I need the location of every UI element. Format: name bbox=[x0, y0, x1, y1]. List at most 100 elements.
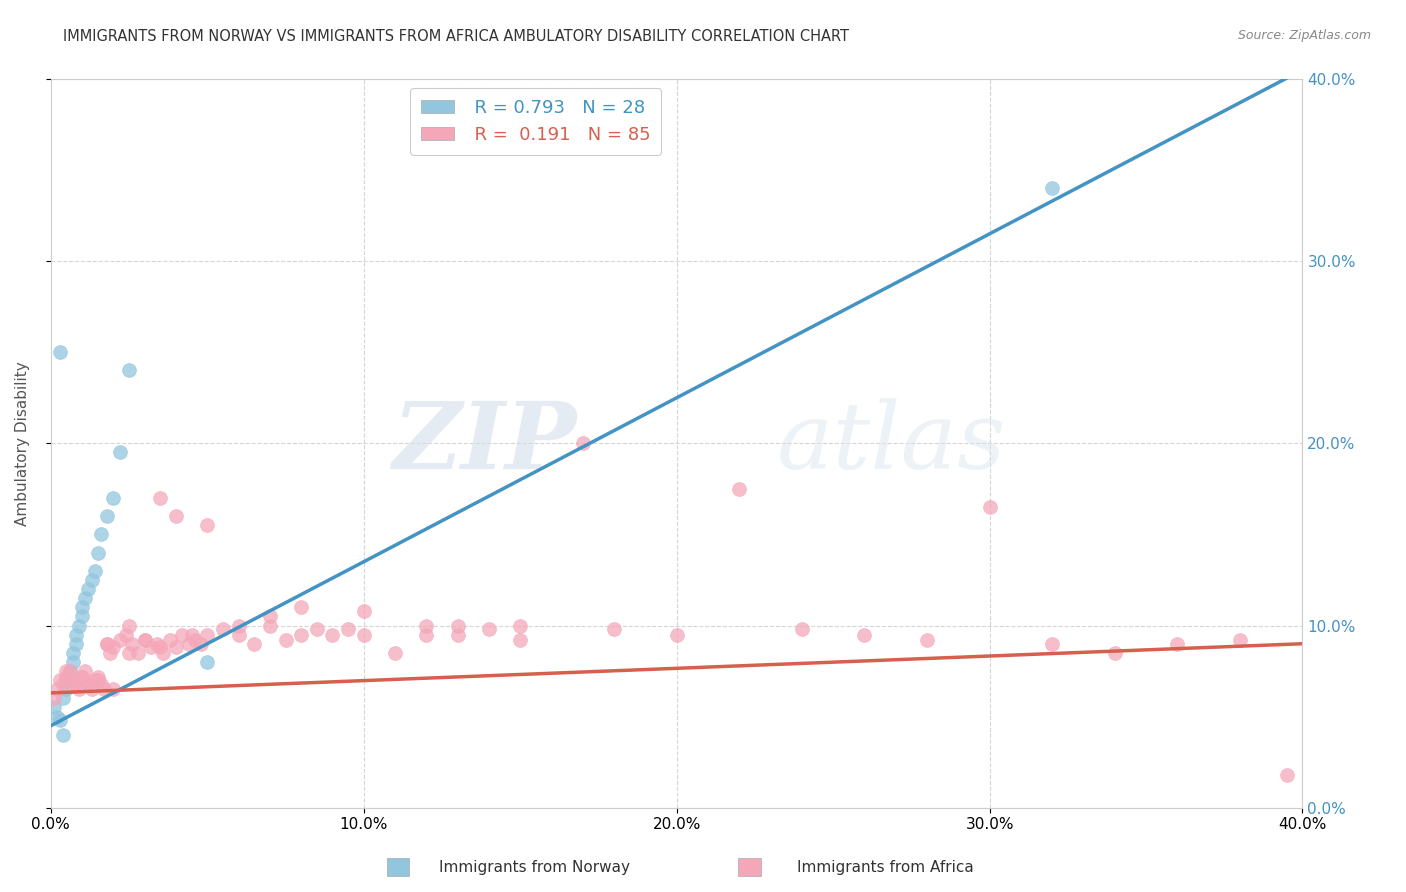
Point bbox=[1104, 646, 1126, 660]
Point bbox=[290, 600, 312, 615]
Point bbox=[195, 655, 218, 669]
Point bbox=[118, 363, 141, 377]
Point bbox=[134, 633, 156, 648]
Point bbox=[212, 622, 235, 636]
Point bbox=[62, 677, 84, 691]
Point bbox=[190, 637, 212, 651]
Point bbox=[290, 627, 312, 641]
Point bbox=[80, 682, 103, 697]
Point bbox=[87, 673, 110, 688]
Text: Immigrants from Africa: Immigrants from Africa bbox=[797, 860, 974, 874]
Point bbox=[139, 640, 162, 655]
Point bbox=[98, 646, 121, 660]
Point bbox=[195, 627, 218, 641]
Point bbox=[87, 669, 110, 683]
Text: ZIP: ZIP bbox=[392, 399, 576, 488]
Point bbox=[603, 622, 626, 636]
Point bbox=[52, 691, 75, 706]
Point bbox=[52, 677, 75, 691]
Point bbox=[103, 682, 125, 697]
Point bbox=[509, 618, 531, 632]
Point bbox=[65, 677, 87, 691]
Point bbox=[77, 582, 100, 596]
Point bbox=[571, 436, 593, 450]
Point bbox=[1166, 637, 1188, 651]
Point bbox=[259, 618, 281, 632]
Point bbox=[184, 633, 207, 648]
Legend:   R = 0.793   N = 28,   R =  0.191   N = 85: R = 0.793 N = 28, R = 0.191 N = 85 bbox=[411, 88, 661, 154]
Point bbox=[728, 482, 751, 496]
Point bbox=[70, 600, 93, 615]
Point bbox=[172, 627, 194, 641]
Point bbox=[853, 627, 876, 641]
Point bbox=[46, 682, 69, 697]
Point bbox=[49, 713, 72, 727]
Point bbox=[65, 673, 87, 688]
Point bbox=[177, 637, 200, 651]
Point bbox=[55, 669, 77, 683]
Point bbox=[305, 622, 328, 636]
Point bbox=[384, 646, 406, 660]
Text: Source: ZipAtlas.com: Source: ZipAtlas.com bbox=[1237, 29, 1371, 42]
Point bbox=[115, 627, 138, 641]
Point bbox=[134, 633, 156, 648]
Point bbox=[96, 637, 118, 651]
Point bbox=[42, 700, 65, 714]
Point bbox=[665, 627, 688, 641]
Point bbox=[159, 633, 181, 648]
Point bbox=[62, 646, 84, 660]
Point bbox=[67, 682, 90, 697]
Point bbox=[103, 491, 125, 505]
Text: Immigrants from Norway: Immigrants from Norway bbox=[439, 860, 630, 874]
Point bbox=[353, 604, 375, 618]
Point bbox=[127, 646, 149, 660]
Point bbox=[979, 500, 1001, 514]
Point bbox=[1040, 637, 1063, 651]
Point bbox=[49, 673, 72, 688]
Point bbox=[70, 669, 93, 683]
Point bbox=[93, 682, 115, 697]
Point bbox=[1040, 181, 1063, 195]
Point bbox=[70, 609, 93, 624]
Point bbox=[180, 627, 202, 641]
Point bbox=[337, 622, 360, 636]
Point bbox=[49, 345, 72, 359]
Point bbox=[790, 622, 813, 636]
Point bbox=[353, 627, 375, 641]
Point bbox=[59, 664, 82, 678]
Point bbox=[915, 633, 938, 648]
Point bbox=[55, 682, 77, 697]
Point bbox=[70, 669, 93, 683]
Y-axis label: Ambulatory Disability: Ambulatory Disability bbox=[15, 361, 30, 525]
Point bbox=[1275, 768, 1298, 782]
Point bbox=[65, 637, 87, 651]
Point bbox=[96, 509, 118, 524]
Point bbox=[75, 664, 97, 678]
Point bbox=[149, 491, 172, 505]
Point bbox=[90, 527, 112, 541]
Point bbox=[108, 445, 131, 459]
Point bbox=[195, 518, 218, 533]
Point bbox=[83, 564, 105, 578]
Point bbox=[52, 728, 75, 742]
Point bbox=[415, 627, 437, 641]
Point bbox=[77, 677, 100, 691]
Point bbox=[446, 618, 468, 632]
Point bbox=[321, 627, 343, 641]
Point bbox=[75, 591, 97, 606]
Point bbox=[42, 691, 65, 706]
Text: atlas: atlas bbox=[776, 399, 1007, 488]
Point bbox=[1229, 633, 1251, 648]
Point bbox=[228, 618, 250, 632]
Point bbox=[243, 637, 266, 651]
Point bbox=[80, 573, 103, 587]
Point bbox=[415, 618, 437, 632]
Point bbox=[118, 646, 141, 660]
Point bbox=[165, 509, 187, 524]
Point bbox=[118, 618, 141, 632]
Point bbox=[67, 618, 90, 632]
Point bbox=[108, 633, 131, 648]
Point bbox=[259, 609, 281, 624]
Point bbox=[90, 677, 112, 691]
Point bbox=[149, 640, 172, 655]
